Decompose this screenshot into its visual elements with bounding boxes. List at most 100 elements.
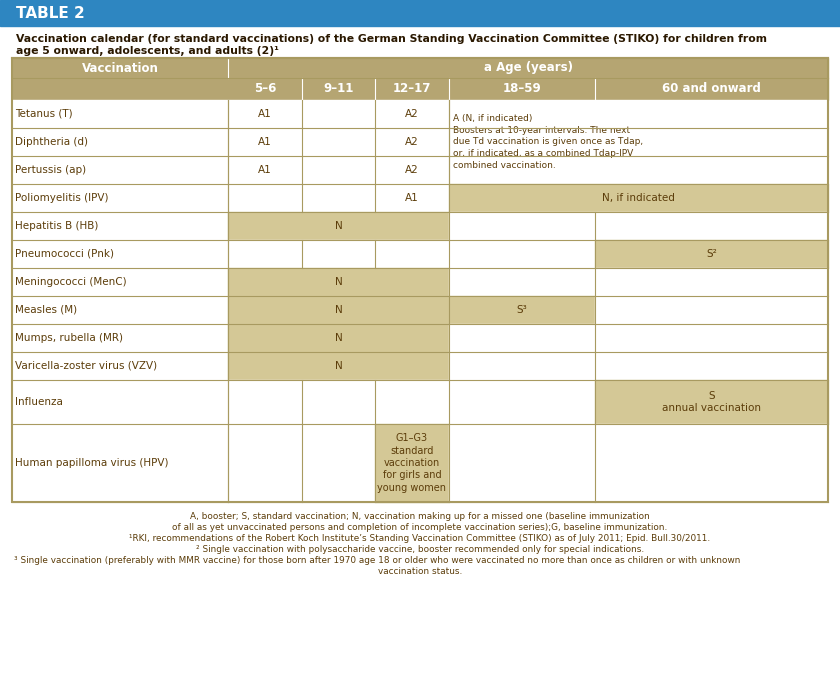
Text: Varicella-zoster virus (VZV): Varicella-zoster virus (VZV) xyxy=(15,361,157,371)
Bar xyxy=(449,212,596,240)
Bar xyxy=(449,380,596,424)
Bar xyxy=(12,296,228,324)
Bar xyxy=(449,424,596,502)
Bar xyxy=(375,128,449,156)
Text: Human papilloma virus (HPV): Human papilloma virus (HPV) xyxy=(15,458,169,468)
Bar xyxy=(596,424,828,502)
Bar xyxy=(449,296,596,324)
Bar xyxy=(375,424,449,502)
Bar xyxy=(302,128,375,156)
Bar xyxy=(375,184,449,212)
Bar xyxy=(228,184,302,212)
Bar xyxy=(449,324,596,352)
Bar xyxy=(12,380,228,424)
Text: Pertussis (ap): Pertussis (ap) xyxy=(15,165,87,175)
Bar xyxy=(596,380,828,424)
Bar xyxy=(449,268,596,296)
Bar xyxy=(375,380,449,424)
Text: A1: A1 xyxy=(258,137,272,147)
Text: N: N xyxy=(334,333,342,343)
Text: N: N xyxy=(334,361,342,371)
Bar xyxy=(12,268,228,296)
Text: S²: S² xyxy=(706,249,717,259)
Bar xyxy=(596,240,828,268)
Text: A1: A1 xyxy=(258,165,272,175)
Text: 9–11: 9–11 xyxy=(323,83,354,96)
Bar xyxy=(596,212,828,240)
Bar xyxy=(228,352,449,380)
Bar xyxy=(302,424,375,502)
Bar xyxy=(596,268,828,296)
Text: Meningococci (MenC): Meningococci (MenC) xyxy=(15,277,127,287)
Bar xyxy=(0,0,840,26)
Bar xyxy=(302,380,375,424)
Text: ³ Single vaccination (preferably with MMR vaccine) for those born after 1970 age: ³ Single vaccination (preferably with MM… xyxy=(14,556,740,565)
Text: Diphtheria (d): Diphtheria (d) xyxy=(15,137,88,147)
Text: Vaccination: Vaccination xyxy=(81,62,159,75)
Bar xyxy=(12,58,828,78)
Bar xyxy=(449,100,828,184)
Text: N: N xyxy=(334,277,342,287)
Text: TABLE 2: TABLE 2 xyxy=(16,5,85,20)
Text: Measles (M): Measles (M) xyxy=(15,305,77,315)
Bar xyxy=(228,380,302,424)
Text: N: N xyxy=(334,305,342,315)
Text: ² Single vaccination with polysaccharide vaccine, booster recommended only for s: ² Single vaccination with polysaccharide… xyxy=(196,545,644,554)
Bar xyxy=(228,100,302,128)
Text: Vaccination calendar (for standard vaccinations) of the German Standing Vaccinat: Vaccination calendar (for standard vacci… xyxy=(16,34,767,44)
Bar xyxy=(449,240,596,268)
Text: A, booster; S, standard vaccination; N, vaccination making up for a missed one (: A, booster; S, standard vaccination; N, … xyxy=(190,512,650,521)
Text: S
annual vaccination: S annual vaccination xyxy=(662,391,761,413)
Bar xyxy=(596,296,828,324)
Bar xyxy=(228,212,449,240)
Text: A1: A1 xyxy=(405,193,418,203)
Text: Tetanus (T): Tetanus (T) xyxy=(15,109,72,119)
Text: Poliomyelitis (IPV): Poliomyelitis (IPV) xyxy=(15,193,108,203)
Text: N: N xyxy=(334,221,342,231)
Text: ¹RKI, recommendations of the Robert Koch Institute’s Standing Vaccination Commit: ¹RKI, recommendations of the Robert Koch… xyxy=(129,534,711,543)
Text: Pneumococci (Pnk): Pneumococci (Pnk) xyxy=(15,249,114,259)
Bar xyxy=(12,78,828,100)
Bar xyxy=(12,352,228,380)
Text: Influenza: Influenza xyxy=(15,397,63,407)
Bar xyxy=(302,156,375,184)
Text: vaccination status.: vaccination status. xyxy=(378,567,462,576)
Bar xyxy=(228,156,302,184)
Bar xyxy=(12,184,228,212)
Bar xyxy=(12,324,228,352)
Text: A1: A1 xyxy=(258,109,272,119)
Bar xyxy=(12,100,228,128)
Bar xyxy=(449,184,828,212)
Text: 18–59: 18–59 xyxy=(502,83,541,96)
Text: of all as yet unvaccinated persons and completion of incomplete vaccination seri: of all as yet unvaccinated persons and c… xyxy=(172,523,668,532)
Bar xyxy=(12,156,228,184)
Bar xyxy=(228,296,449,324)
Bar xyxy=(228,268,449,296)
Bar xyxy=(375,156,449,184)
Bar xyxy=(228,240,302,268)
Text: A (N, if indicated)
Boosters at 10-year intervals. The next
due Td vaccination i: A (N, if indicated) Boosters at 10-year … xyxy=(453,114,643,170)
Text: A2: A2 xyxy=(405,109,418,119)
Bar xyxy=(302,184,375,212)
Text: a Age (years): a Age (years) xyxy=(484,62,573,75)
Bar xyxy=(596,324,828,352)
Bar xyxy=(12,424,228,502)
Bar xyxy=(449,352,596,380)
Text: 60 and onward: 60 and onward xyxy=(662,83,761,96)
Bar xyxy=(228,128,302,156)
Bar xyxy=(302,240,375,268)
Text: Mumps, rubella (MR): Mumps, rubella (MR) xyxy=(15,333,123,343)
Text: 5–6: 5–6 xyxy=(254,83,276,96)
Text: A2: A2 xyxy=(405,137,418,147)
Text: S³: S³ xyxy=(517,305,528,315)
Bar xyxy=(302,100,375,128)
Text: Hepatitis B (HB): Hepatitis B (HB) xyxy=(15,221,98,231)
Bar xyxy=(228,324,449,352)
Bar xyxy=(12,212,228,240)
Text: G1–G3
standard
vaccination
for girls and
young women: G1–G3 standard vaccination for girls and… xyxy=(377,433,446,493)
Bar xyxy=(12,128,228,156)
Text: A2: A2 xyxy=(405,165,418,175)
Bar xyxy=(12,240,228,268)
Text: age 5 onward, adolescents, and adults (2)¹: age 5 onward, adolescents, and adults (2… xyxy=(16,46,279,56)
Bar xyxy=(228,424,302,502)
